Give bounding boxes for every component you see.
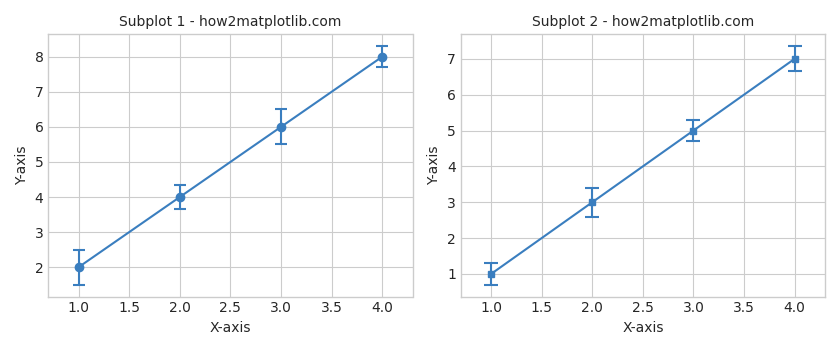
X-axis label: X-axis: X-axis [622,321,664,335]
Y-axis label: Y-axis: Y-axis [428,146,442,185]
Title: Subplot 2 - how2matplotlib.com: Subplot 2 - how2matplotlib.com [532,15,754,29]
Y-axis label: Y-axis: Y-axis [15,146,29,185]
X-axis label: X-axis: X-axis [210,321,251,335]
Title: Subplot 1 - how2matplotlib.com: Subplot 1 - how2matplotlib.com [119,15,342,29]
